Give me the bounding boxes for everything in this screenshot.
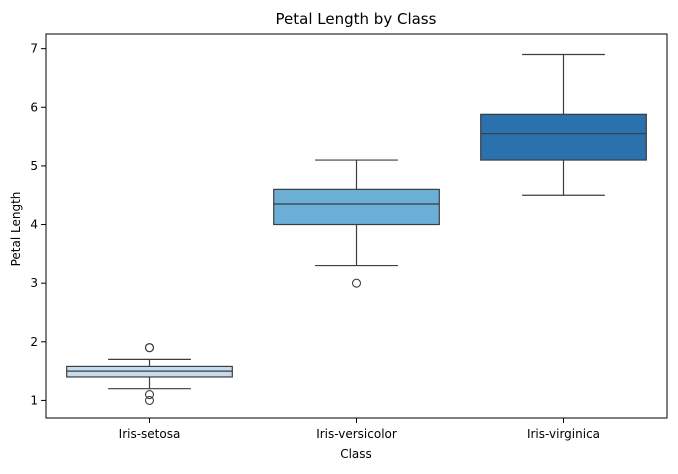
plot-area: 1 2 3 4 5 6 7 Iris-setosa Iris-versicolor Iris-vi… <box>30 33 668 441</box>
y-tick-label: 1 <box>30 393 38 407</box>
x-tick-label: Iris-versicolor <box>316 427 397 441</box>
outlier-point <box>144 389 155 400</box>
box-iris-virginica <box>480 113 647 161</box>
y-tick-label: 7 <box>30 42 38 56</box>
x-tick-label: Iris-virginica <box>527 427 600 441</box>
x-axis-label: Class <box>340 447 372 461</box>
y-tick-label: 6 <box>30 100 38 114</box>
y-tick-label: 3 <box>30 276 38 290</box>
chart-title: Petal Length by Class <box>276 10 437 28</box>
plot-frame <box>45 33 668 419</box>
y-tick-label: 5 <box>30 159 38 173</box>
y-tick-label: 4 <box>30 218 38 232</box>
outlier-point <box>144 343 155 353</box>
outlier-point <box>351 278 362 288</box>
x-tick-label: Iris-setosa <box>119 427 181 441</box>
outlier-point <box>144 395 155 405</box>
y-tick-label: 2 <box>30 335 38 349</box>
y-axis-label: Petal Length <box>9 192 23 267</box>
box-iris-versicolor <box>273 188 440 226</box>
